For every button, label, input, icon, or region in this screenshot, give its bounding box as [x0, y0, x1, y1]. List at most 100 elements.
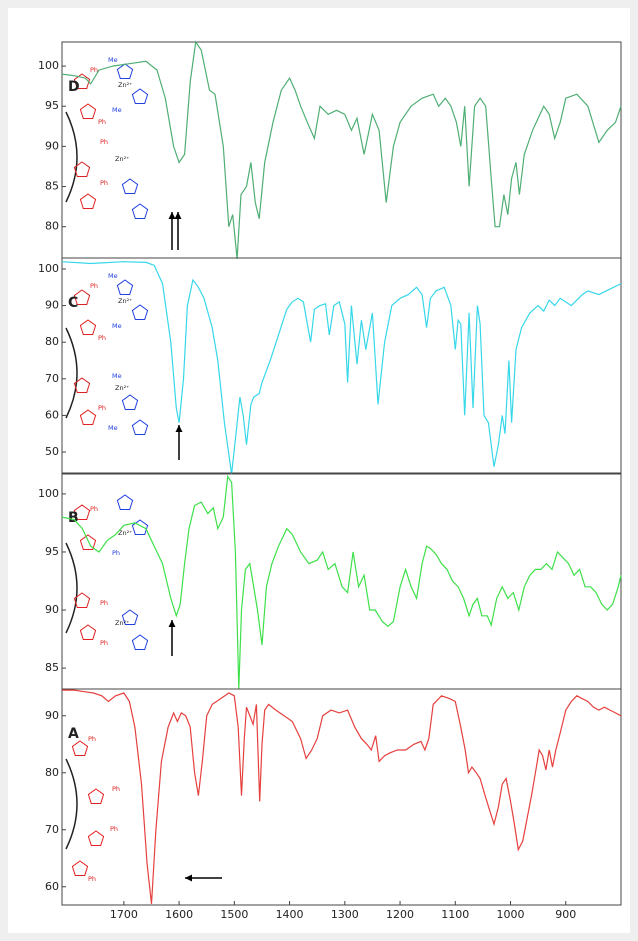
structure-ring [131, 419, 149, 435]
structure-ring [87, 830, 105, 846]
x-tick-label: 1700 [110, 908, 138, 921]
structure-label: Me [112, 106, 122, 114]
structure-label: Me [108, 272, 118, 280]
structure-ring [79, 103, 97, 119]
y-tick-label: 95 [45, 99, 59, 112]
structure-label: Ph [100, 138, 108, 146]
x-tick-label: 1100 [441, 908, 469, 921]
structure-label: Ph [112, 785, 120, 793]
structure-label: Zn²⁺ [115, 155, 130, 163]
structure: Ph Me Zn²⁺ Me Ph Me Zn²⁺ Ph Me [65, 272, 149, 435]
spectrum-line [62, 689, 622, 904]
structure-label: Ph [112, 549, 120, 557]
structure-label: Zn²⁺ [115, 384, 130, 392]
figure-background [8, 8, 630, 933]
structure-ring [79, 193, 97, 209]
x-tick-label: 1300 [331, 908, 359, 921]
spectrum-line [61, 261, 622, 475]
y-tick-label: 50 [45, 445, 59, 458]
x-tick-label: 1200 [386, 908, 414, 921]
structure-label: Me [108, 56, 118, 64]
structure-ring [121, 609, 139, 625]
y-tick-label: 95 [45, 545, 59, 558]
y-tick-label: 90 [45, 139, 59, 152]
structure-ring [73, 504, 91, 520]
structure-ring [131, 88, 149, 104]
structure: Ph Me Zn²⁺ Me Ph Ph Zn²⁺ Ph [65, 56, 149, 219]
x-tick-label: 1000 [497, 908, 525, 921]
arrow-head [175, 425, 183, 432]
arrow-head [168, 212, 176, 219]
structure-label: Zn²⁺ [118, 529, 133, 537]
structure-ring [121, 178, 139, 194]
structure-label: Zn²⁺ [115, 619, 130, 627]
panel-label: A [68, 726, 79, 742]
structure-label: Ph [88, 875, 96, 883]
y-tick-label: 70 [45, 823, 59, 836]
structure-ring [79, 624, 97, 640]
structure-ring [73, 592, 91, 608]
structure-arc [65, 327, 78, 419]
structure-ring [71, 740, 89, 756]
structure-ring [73, 73, 91, 89]
structure-label: Ph [98, 404, 106, 412]
spectrum-line [61, 40, 622, 259]
structure-arc [65, 758, 78, 850]
structure-ring [121, 394, 139, 410]
y-tick-label: 100 [38, 59, 59, 72]
structure-arc [65, 542, 78, 634]
y-tick-label: 90 [45, 709, 59, 722]
y-tick-label: 90 [45, 299, 59, 312]
structure-ring [73, 289, 91, 305]
y-tick-label: 100 [38, 487, 59, 500]
structure-ring [131, 304, 149, 320]
arrow-head [174, 212, 182, 219]
structure-label: Ph [98, 334, 106, 342]
structure-ring [79, 319, 97, 335]
structure-ring [116, 63, 134, 79]
structure-label: Me [108, 424, 118, 432]
structure-label: Ph [100, 179, 108, 187]
structure-label: Ph [110, 825, 118, 833]
structure-label: Ph [90, 505, 98, 513]
y-tick-label: 90 [45, 603, 59, 616]
x-tick-label: 1400 [276, 908, 304, 921]
structure: Ph Ph Ph Ph [65, 735, 120, 883]
y-tick-label: 60 [45, 880, 59, 893]
structure-ring [116, 494, 134, 510]
structure-ring [131, 634, 149, 650]
panel-label: D [68, 79, 80, 95]
structure-ring [116, 279, 134, 295]
structure-ring [131, 519, 149, 535]
structure-label: Ph [90, 66, 98, 74]
structure-label: Ph [98, 118, 106, 126]
y-tick-label: 100 [38, 262, 59, 275]
structure-ring [131, 203, 149, 219]
y-tick-label: 80 [45, 766, 59, 779]
arrow-head [168, 620, 176, 627]
structure-ring [73, 377, 91, 393]
y-tick-label: 80 [45, 335, 59, 348]
structure-label: Me [112, 372, 122, 380]
structure-label: Me [112, 322, 122, 330]
structure-ring [87, 788, 105, 804]
structure-label: Ph [88, 735, 96, 743]
structure: Ph Zn²⁺ Ph Ph Zn²⁺ Ph [65, 494, 149, 650]
y-tick-label: 85 [45, 661, 59, 674]
arrow-head [185, 874, 192, 882]
y-tick-label: 70 [45, 372, 59, 385]
plot-frame [61, 688, 622, 906]
structure-label: Ph [100, 599, 108, 607]
y-tick-label: 85 [45, 180, 59, 193]
structure-ring [79, 534, 97, 550]
structure-ring [71, 860, 89, 876]
structure-arc [65, 111, 78, 203]
panel-label: C [68, 295, 78, 311]
structure-ring [79, 409, 97, 425]
structure-label: Zn²⁺ [118, 297, 133, 305]
y-tick-label: 60 [45, 408, 59, 421]
structure-label: Ph [90, 282, 98, 290]
y-tick-label: 80 [45, 220, 59, 233]
spectrum-line [61, 474, 622, 690]
